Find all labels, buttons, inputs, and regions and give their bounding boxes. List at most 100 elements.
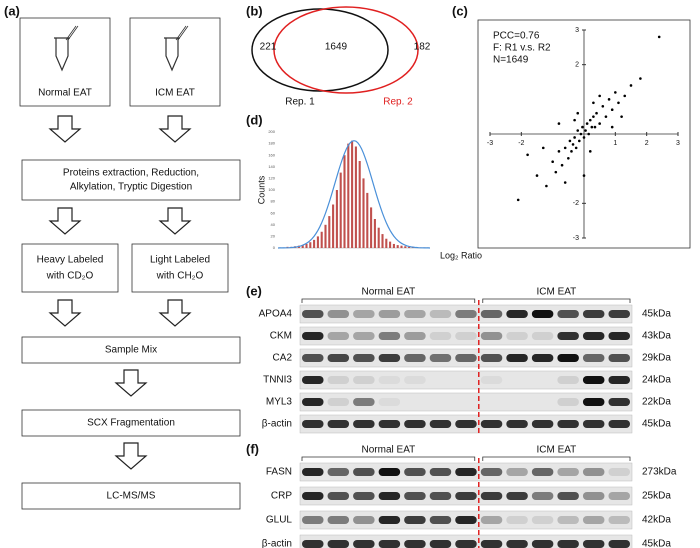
step-text: Proteins extraction, Reduction, bbox=[63, 168, 199, 179]
panel-label: (c) bbox=[452, 3, 468, 18]
y-tick-label: 20 bbox=[271, 233, 276, 238]
band bbox=[353, 540, 375, 548]
bar bbox=[343, 155, 346, 248]
band bbox=[480, 376, 503, 384]
x-tick-label: 3 bbox=[676, 140, 680, 147]
y-tick-label: 100 bbox=[268, 187, 275, 192]
bar bbox=[373, 219, 376, 248]
point bbox=[601, 104, 605, 108]
point bbox=[598, 94, 601, 98]
band bbox=[429, 516, 452, 524]
band bbox=[429, 332, 452, 340]
band bbox=[506, 310, 528, 318]
point bbox=[587, 132, 590, 136]
point bbox=[563, 146, 567, 150]
band bbox=[404, 468, 426, 476]
annotation: PCC=0.76 bbox=[493, 31, 540, 42]
mass-label: 42kDa bbox=[642, 515, 671, 526]
band bbox=[404, 376, 426, 384]
x-tick-label: -3 bbox=[487, 140, 493, 147]
step-text: Sample Mix bbox=[105, 345, 157, 356]
step-box bbox=[21, 243, 119, 293]
panel-label: (b) bbox=[246, 3, 263, 18]
step-text: Light Labeled bbox=[150, 255, 210, 266]
band bbox=[327, 540, 350, 548]
point bbox=[582, 136, 586, 139]
point bbox=[576, 129, 580, 132]
point bbox=[629, 84, 633, 87]
band bbox=[302, 376, 324, 384]
band bbox=[353, 310, 375, 318]
venn-set bbox=[273, 6, 419, 94]
band bbox=[455, 516, 477, 524]
arrow bbox=[115, 369, 147, 397]
band bbox=[429, 310, 452, 318]
point bbox=[598, 122, 601, 125]
point bbox=[557, 150, 561, 153]
band bbox=[480, 420, 503, 428]
band bbox=[429, 540, 452, 548]
point bbox=[535, 174, 539, 177]
band bbox=[404, 354, 426, 362]
protein-name: CKM bbox=[270, 331, 292, 342]
band bbox=[531, 420, 554, 428]
band bbox=[302, 492, 324, 500]
protein-name: MYL3 bbox=[266, 397, 293, 408]
band bbox=[608, 398, 630, 406]
x-tick-label: 1 bbox=[613, 140, 617, 147]
band bbox=[506, 516, 528, 524]
bar bbox=[339, 172, 342, 248]
point bbox=[563, 181, 567, 184]
band bbox=[353, 398, 375, 406]
band bbox=[506, 354, 528, 362]
step-box bbox=[21, 409, 241, 437]
band bbox=[506, 332, 528, 340]
protein-name: TNNI3 bbox=[263, 375, 292, 386]
band bbox=[302, 332, 324, 340]
point bbox=[541, 146, 545, 150]
bar bbox=[408, 246, 411, 248]
band bbox=[582, 354, 605, 362]
band bbox=[455, 492, 477, 500]
band bbox=[557, 376, 579, 384]
band bbox=[353, 516, 375, 524]
step-box bbox=[21, 159, 241, 201]
blot-strip bbox=[299, 392, 633, 412]
band bbox=[378, 376, 401, 384]
arrow bbox=[115, 442, 147, 470]
band bbox=[532, 376, 554, 384]
band bbox=[480, 492, 503, 500]
band bbox=[608, 468, 630, 476]
band bbox=[557, 516, 579, 524]
band bbox=[557, 332, 579, 340]
band bbox=[378, 516, 401, 524]
step-text: SCX Fragmentation bbox=[87, 418, 175, 429]
point bbox=[604, 115, 608, 118]
band bbox=[429, 420, 452, 428]
band bbox=[353, 332, 375, 340]
band bbox=[480, 468, 503, 476]
sample-name: ICM EAT bbox=[155, 88, 195, 99]
point bbox=[592, 101, 595, 105]
group-bracket bbox=[482, 456, 631, 461]
point bbox=[554, 170, 558, 174]
band bbox=[608, 332, 630, 340]
band bbox=[378, 332, 401, 340]
mass-label: 43kDa bbox=[642, 331, 671, 342]
band bbox=[404, 332, 426, 340]
venn-count: 1649 bbox=[325, 42, 348, 53]
band bbox=[557, 468, 579, 476]
band bbox=[378, 398, 401, 406]
point bbox=[588, 118, 592, 122]
y-axis-label: Counts bbox=[256, 175, 266, 204]
band bbox=[378, 310, 401, 318]
band bbox=[480, 540, 503, 548]
mass-label: 24kDa bbox=[642, 375, 671, 386]
point bbox=[526, 153, 529, 157]
point bbox=[545, 184, 548, 188]
point bbox=[560, 163, 564, 167]
band bbox=[608, 420, 630, 428]
band bbox=[353, 420, 375, 428]
band bbox=[455, 310, 477, 318]
mass-label: 273kDa bbox=[642, 467, 677, 478]
